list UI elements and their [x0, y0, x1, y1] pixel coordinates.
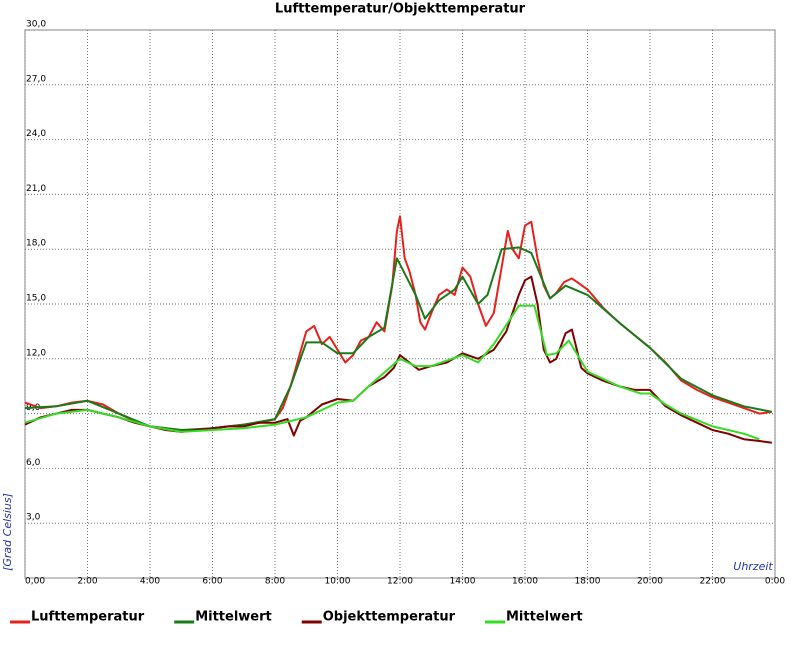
y-tick-label: 18,0: [26, 239, 46, 249]
x-tick-label: 6:00: [202, 577, 222, 587]
legend-label: Objekttemperatur: [323, 610, 456, 625]
y-axis-label: [Grad Celsius]: [1, 493, 14, 571]
x-tick-label: 0:00: [765, 577, 785, 587]
x-tick-label: 12:00: [387, 577, 413, 587]
y-tick-label: 30,0: [26, 20, 46, 30]
x-tick-label: 10:00: [325, 577, 351, 587]
x-tick-label: 14:00: [450, 577, 476, 587]
legend-label: Mittelwert: [506, 610, 583, 625]
x-tick-label: 2:00: [77, 577, 97, 587]
x-tick-label: 22:00: [700, 577, 726, 587]
series-line: [24, 304, 760, 441]
legend-label: Mittelwert: [195, 610, 272, 625]
x-tick-label: 0,00: [25, 577, 45, 587]
chart-title: Lufttemperatur/Objekttemperatur: [275, 2, 526, 17]
x-axis-label: Uhrzeit: [733, 560, 773, 573]
series-line: [24, 246, 773, 431]
y-tick-label: 6,0: [26, 458, 41, 468]
series-line: [24, 215, 773, 431]
x-tick-label: 18:00: [575, 577, 601, 587]
y-tick-label: 21,0: [26, 184, 46, 194]
y-tick-label: 27,0: [26, 74, 46, 84]
y-tick-label: 15,0: [26, 294, 46, 304]
y-tick-label: 24,0: [26, 129, 46, 139]
y-tick-label: 12,0: [26, 348, 46, 358]
x-tick-label: 4:00: [140, 577, 160, 587]
x-tick-label: 8:00: [265, 577, 285, 587]
x-tick-label: 16:00: [512, 577, 538, 587]
y-tick-label: 3,0: [26, 513, 41, 523]
x-tick-label: 20:00: [637, 577, 663, 587]
legend-label: Lufttemperatur: [31, 610, 145, 625]
